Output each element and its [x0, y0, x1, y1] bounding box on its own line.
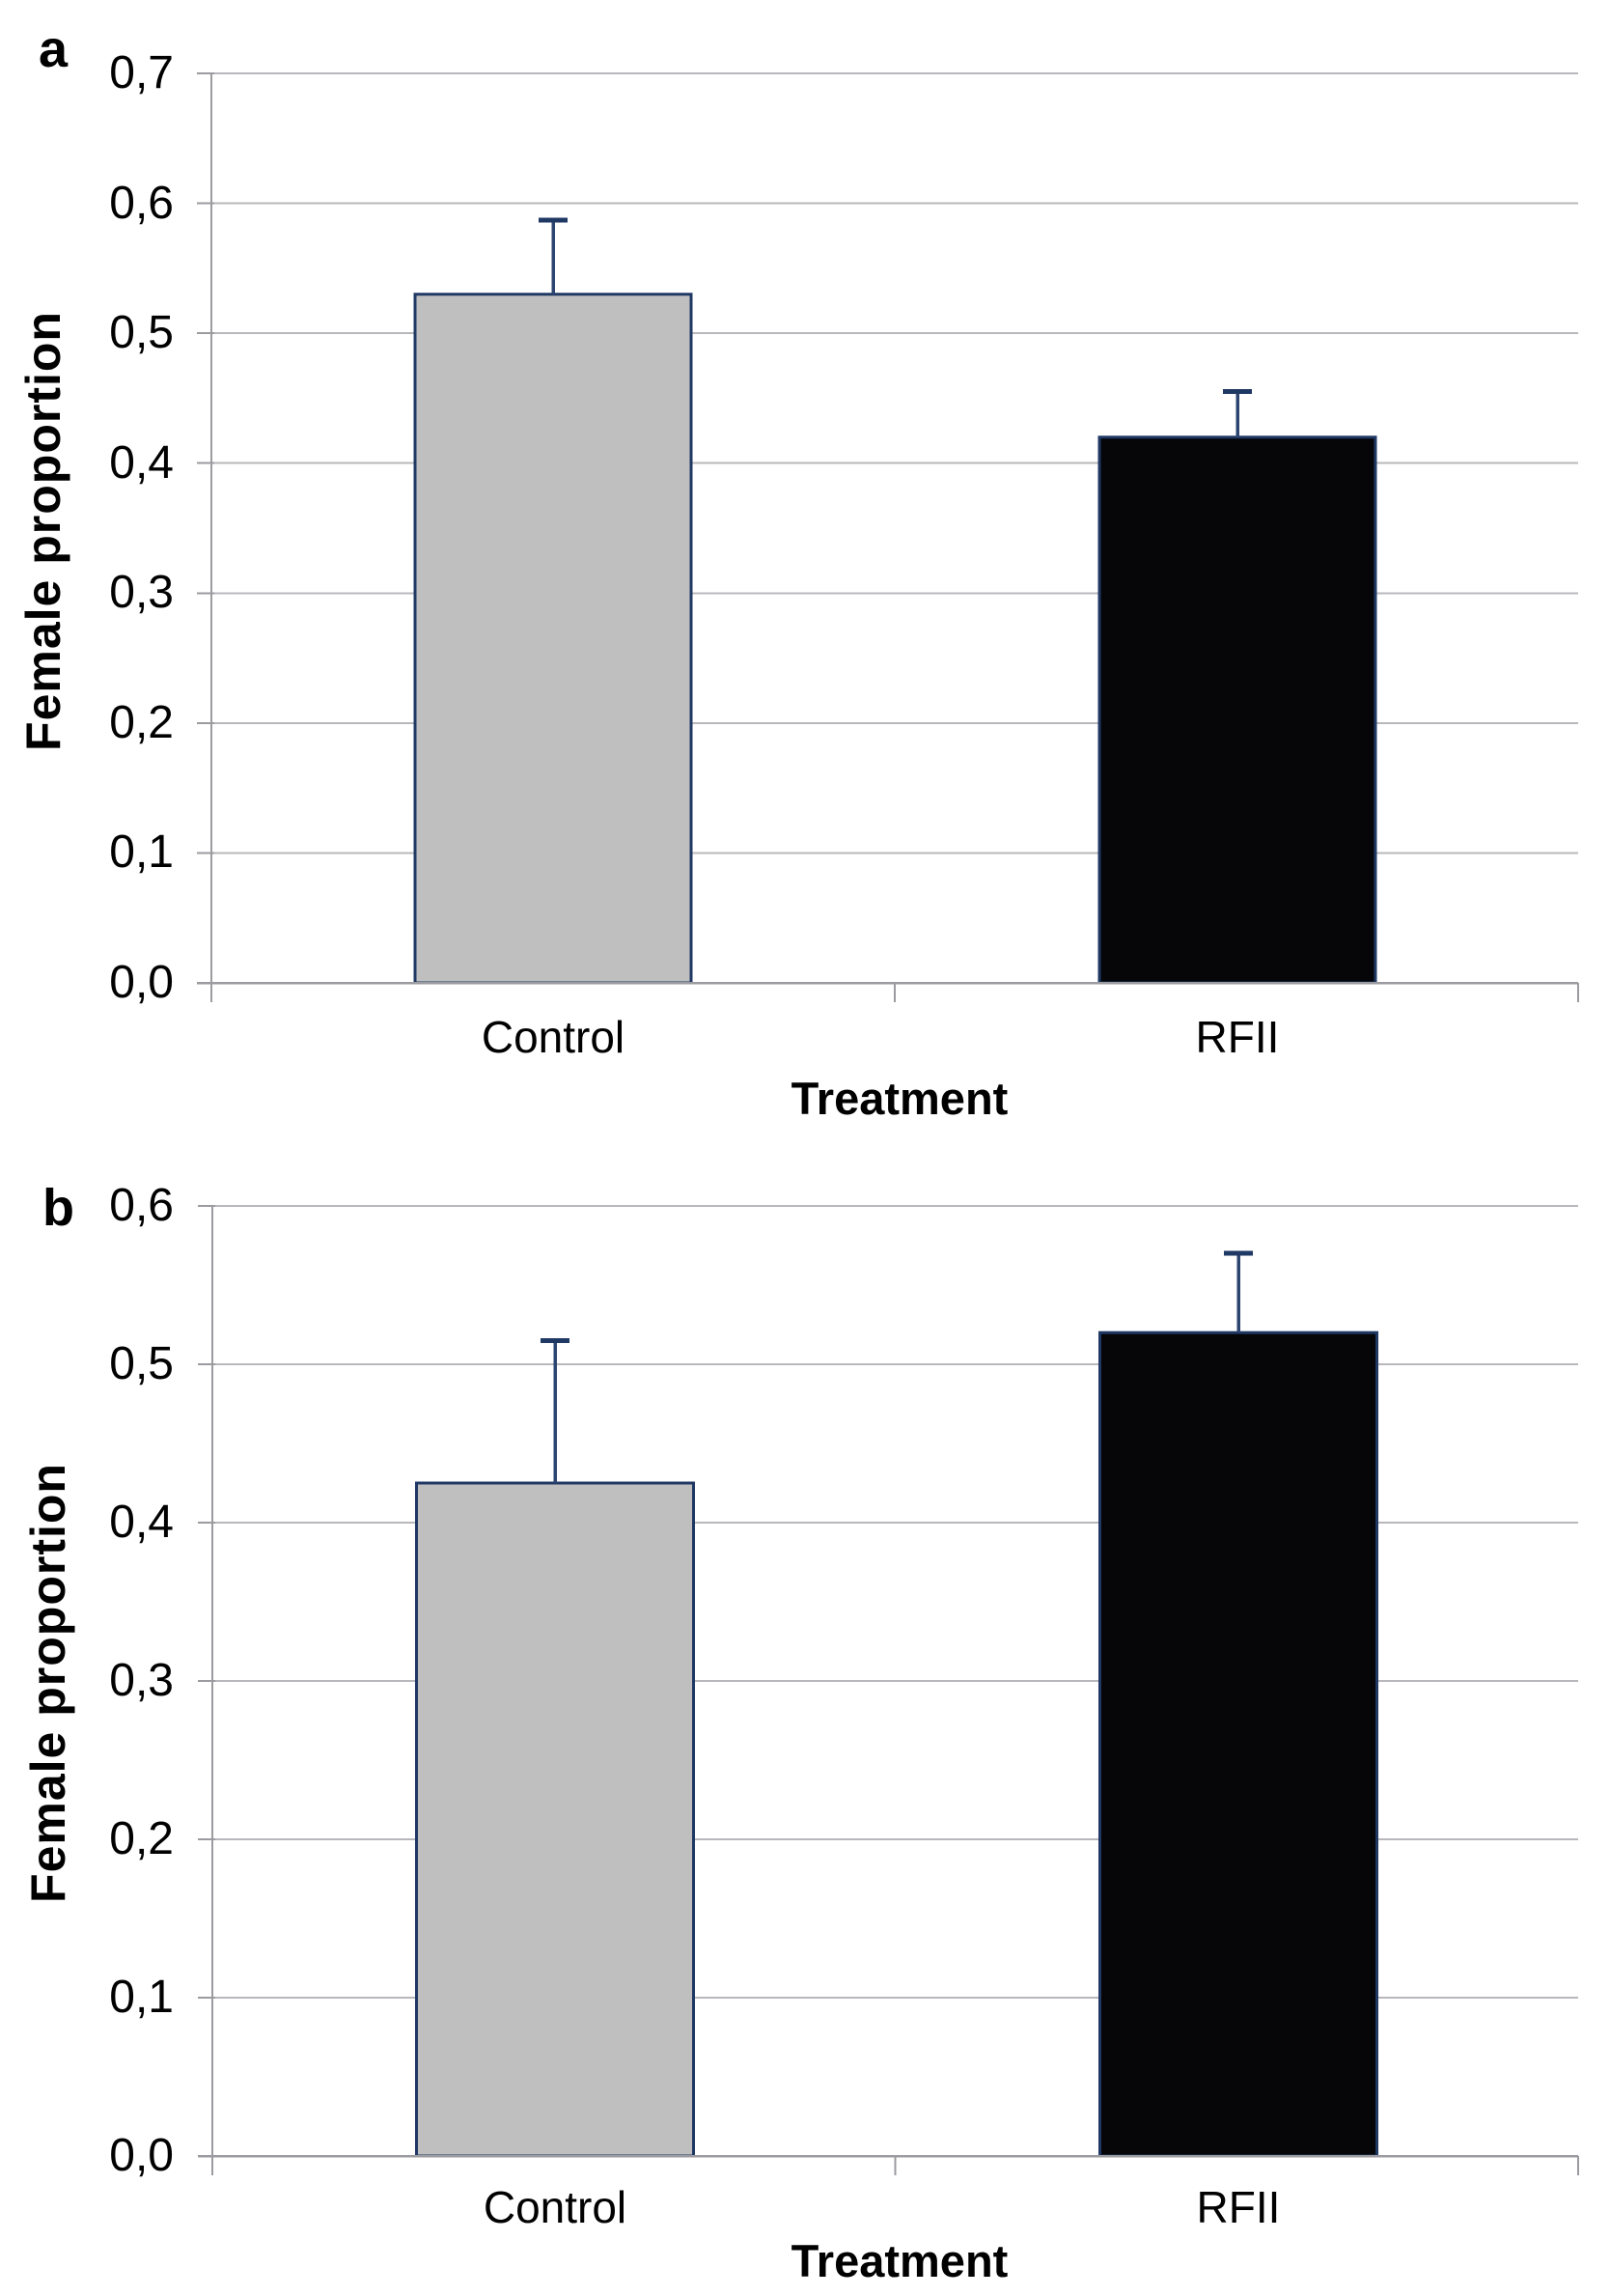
y-tick-label: 0,5: [109, 1338, 174, 1389]
y-tick-label: 0,5: [109, 307, 174, 359]
y-tick-label: 0,0: [109, 2130, 174, 2181]
y-tick-label: 0,1: [109, 1972, 174, 2023]
y-tick-label: 0,6: [109, 177, 174, 229]
bar-rfii: [1098, 1330, 1378, 2158]
y-tick-label: 0,1: [109, 826, 174, 879]
panel-a-x-axis-title: Treatment: [791, 1073, 1009, 1124]
panel-b-category-label-rfii: RFII: [1196, 2182, 1281, 2232]
panel-b: b Female proportion Control RFII Treatme…: [0, 1149, 1610, 2296]
bar-control: [415, 1481, 695, 2158]
panel-a-plot-area: [197, 72, 1579, 1002]
y-tick-label: 0,4: [109, 436, 174, 489]
bar-rfii: [1097, 435, 1377, 985]
panel-b-letter: b: [42, 1179, 74, 1237]
panel-b-plot-area: [198, 1205, 1579, 2175]
y-tick-label: 0,7: [109, 47, 174, 98]
panel-a-category-label-rfii: RFII: [1195, 1012, 1280, 1062]
bar-control: [413, 293, 693, 985]
y-tick-label: 0,3: [109, 1655, 174, 1706]
panel-b-x-axis-title: Treatment: [791, 2235, 1009, 2286]
panel-a-y-axis-title: Female proportion: [16, 311, 70, 751]
panel-a-letter: a: [39, 20, 69, 78]
y-tick-label: 0,3: [109, 567, 174, 619]
panel-a: a Female proportion Control RFII Treatme…: [16, 20, 1579, 1124]
y-tick-label: 0,4: [109, 1497, 174, 1548]
y-tick-label: 0,0: [109, 957, 174, 1008]
panel-b-category-label-control: Control: [483, 2182, 627, 2232]
y-tick-label: 0,6: [109, 1180, 174, 1231]
panel-a-category-label-control: Control: [481, 1012, 625, 1062]
y-tick-label: 0,2: [109, 1813, 174, 1864]
y-tick-label: 0,2: [109, 696, 174, 748]
